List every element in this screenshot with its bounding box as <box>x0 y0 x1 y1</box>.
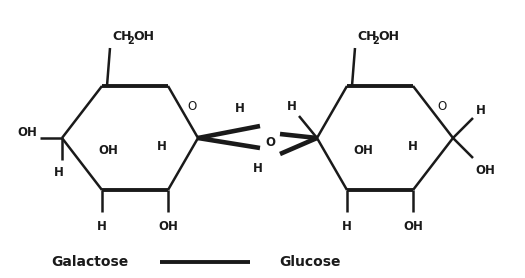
Text: OH: OH <box>378 31 399 43</box>
Text: OH: OH <box>133 31 154 43</box>
Text: O: O <box>437 100 447 113</box>
Text: 2: 2 <box>127 36 134 46</box>
Text: OH: OH <box>98 143 118 157</box>
Text: Glucose: Glucose <box>279 255 341 269</box>
Text: H: H <box>54 167 64 180</box>
Text: 2: 2 <box>372 36 379 46</box>
Text: CH: CH <box>112 31 131 43</box>
Text: OH: OH <box>353 143 373 157</box>
Text: H: H <box>235 101 245 115</box>
Text: CH: CH <box>357 31 376 43</box>
Text: H: H <box>408 140 418 153</box>
Text: H: H <box>157 140 167 153</box>
Text: OH: OH <box>475 163 495 177</box>
Text: H: H <box>476 103 486 116</box>
Text: OH: OH <box>158 220 178 232</box>
Text: Galactose: Galactose <box>51 255 129 269</box>
Text: H: H <box>342 220 352 232</box>
Text: O: O <box>187 100 197 113</box>
Text: O: O <box>265 135 275 148</box>
Text: H: H <box>287 100 297 113</box>
Text: OH: OH <box>403 220 423 232</box>
Text: H: H <box>97 220 107 232</box>
Text: OH: OH <box>17 126 37 140</box>
Text: H: H <box>253 162 263 175</box>
